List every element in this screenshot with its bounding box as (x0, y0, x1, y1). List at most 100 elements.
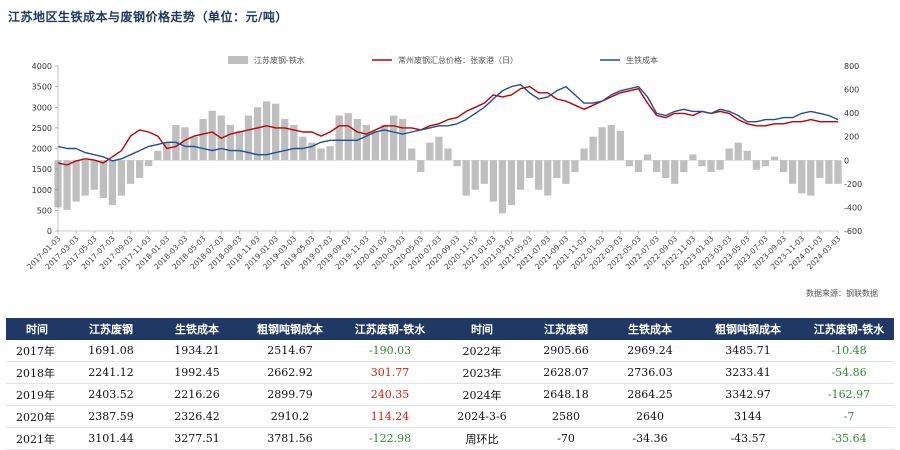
table-cell: 2662.92 (240, 361, 340, 384)
table-row: 2019年 2403.52 2216.26 2899.79 240.35 2024年 264… (6, 383, 894, 406)
bar (335, 115, 343, 161)
bar (72, 160, 80, 202)
table-header-cell: 粗钢吨钢成本 (692, 318, 804, 340)
bar (145, 160, 153, 167)
bar (399, 119, 407, 161)
table-header-cell: 粗钢吨钢成本 (240, 318, 340, 340)
table-cell: 2024年 (440, 383, 524, 406)
bar (761, 160, 770, 167)
bar (471, 160, 479, 190)
bar (489, 160, 497, 202)
table-cell: -190.03 (340, 340, 440, 362)
y-left-tick-label: 3000 (32, 103, 52, 112)
table-cell: -54.86 (804, 361, 894, 384)
table-cell: 240.35 (340, 383, 440, 406)
table-cell: 2024-3-6 (440, 405, 524, 428)
bar (680, 160, 688, 173)
bar (671, 160, 679, 184)
table-header-row: 时间 江苏废钢 生铁成本 粗钢吨钢成本 江苏废钢-铁水 时间 江苏废钢 生铁成本 粗钢吨钢成本江… (6, 318, 894, 340)
table-cell: 2910.2 (240, 405, 340, 428)
table-cell: 3781.56 (240, 427, 340, 450)
bar (707, 160, 715, 173)
bar (190, 136, 198, 161)
bar (272, 103, 280, 161)
table-cell: -34.36 (608, 427, 692, 450)
bar (163, 142, 171, 161)
bar (553, 160, 561, 178)
bar (317, 148, 325, 161)
bar (652, 160, 661, 173)
bar (589, 136, 597, 161)
bar (308, 142, 316, 161)
table-cell: 2023年 (440, 361, 524, 384)
bar (807, 160, 815, 196)
legend-label: 生铁成本 (626, 55, 658, 65)
table-row: 2017年 1691.08 1934.21 2514.67 -190.03 2022年 29… (6, 340, 894, 362)
legend-swatch-bar (228, 56, 248, 64)
table-cell: 2736.03 (608, 361, 692, 384)
bar (199, 119, 207, 161)
bar (689, 154, 697, 161)
bar (435, 136, 443, 161)
chart-area: 05001000150020002500300035004000-600-400… (25, 55, 862, 271)
table-cell: 1934.21 (154, 340, 240, 362)
table-cell: 2403.52 (68, 383, 154, 406)
bar (444, 148, 452, 161)
bar (380, 124, 389, 161)
bar (625, 160, 634, 167)
table-cell: -43.57 (692, 427, 804, 450)
bar (634, 160, 643, 173)
bar (81, 160, 89, 196)
table-cell: -35.64 (804, 427, 894, 450)
bar (816, 160, 824, 178)
y-right-tick-label: -400 (844, 203, 862, 212)
table-cell: 3101.44 (68, 427, 154, 450)
table-row: 2020年 2387.59 2326.42 2910.2 114.24 2024-3-6 2… (6, 405, 894, 428)
table-header-cell: 江苏废钢-铁水 (804, 318, 894, 340)
bar (643, 154, 652, 161)
table-cell: 2648.18 (524, 383, 608, 406)
y-left-tick-label: 0 (47, 227, 52, 236)
table-cell: 3277.51 (154, 427, 240, 450)
bar (571, 160, 579, 173)
table-cell: 114.24 (340, 405, 440, 428)
legend-label: 常州废钢汇总价格：张家港（日） (398, 55, 518, 65)
bar (253, 107, 262, 161)
bar (498, 160, 507, 214)
table-cell: 2241.12 (68, 361, 154, 384)
bar (290, 124, 298, 161)
y-right-tick-label: 800 (844, 62, 859, 71)
bar (136, 160, 144, 178)
table-header-cell: 生铁成本 (154, 318, 240, 340)
bar (90, 160, 98, 190)
y-left-tick-label: 4000 (32, 62, 52, 71)
bar (208, 110, 216, 161)
table-cell: 周环比 (440, 427, 524, 450)
table-cell: 2022年 (440, 340, 524, 362)
table-header-cell: 时间 (6, 318, 68, 340)
bar (362, 124, 370, 161)
table-cell: 3144 (692, 405, 804, 428)
bar (462, 160, 470, 196)
table-cell: 2019年 (6, 383, 68, 406)
bar-series (54, 101, 842, 214)
bar (226, 124, 234, 161)
table-row: 2021年 3101.44 3277.51 3781.56 -122.98 周环比 -70-… (6, 427, 894, 450)
bar (389, 115, 398, 161)
bar (779, 160, 788, 173)
bar (480, 160, 488, 184)
y-right-tick-label: 200 (844, 133, 859, 142)
chart-title: 江苏地区生铁成本与废钢价格走势（单位：元/吨） (8, 10, 288, 24)
table-cell: -10.48 (804, 340, 894, 362)
table-cell: 3342.97 (692, 383, 804, 406)
bar (235, 130, 244, 161)
bar (417, 160, 425, 173)
table-cell: 2640 (608, 405, 692, 428)
table-cell: 1691.08 (68, 340, 154, 362)
bar (262, 101, 271, 161)
table-header-cell: 生铁成本 (608, 318, 692, 340)
table-cell: -7 (804, 405, 894, 428)
table-body: 2017年 1691.08 1934.21 2514.67 -190.03 2022年 29… (6, 340, 894, 450)
table-header-cell: 时间 (440, 318, 524, 340)
table-cell: 2326.42 (154, 405, 240, 428)
